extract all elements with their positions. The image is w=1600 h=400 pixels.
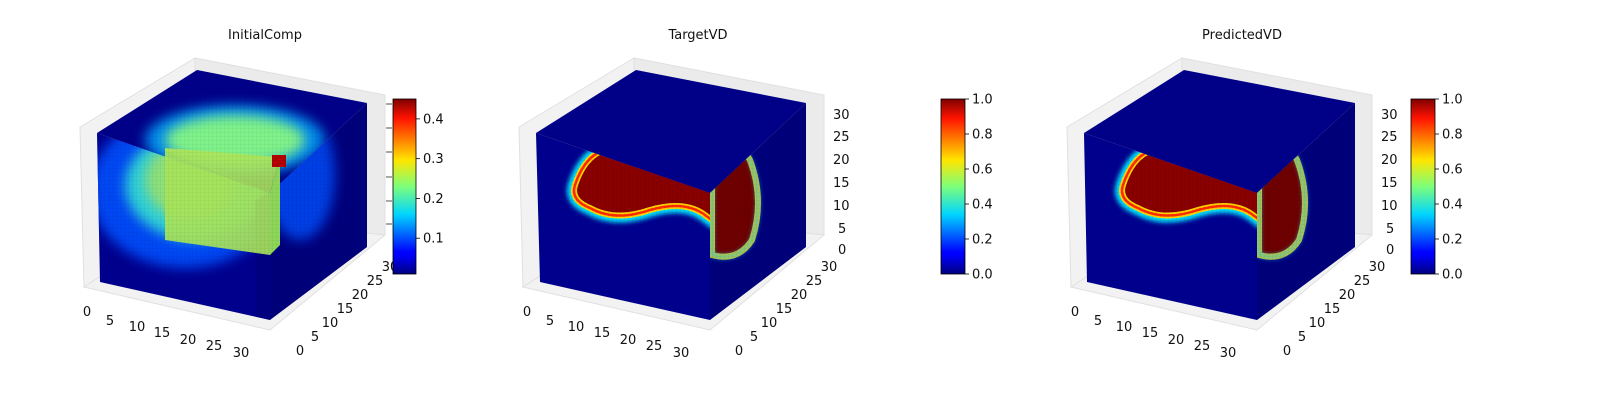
ytick-label: 15	[776, 302, 793, 317]
xtick-label: 0	[83, 305, 91, 320]
colorbar-tick-label: 0.4	[423, 112, 444, 127]
yaxis-ticks: 0 5 10 15 20 25 30	[735, 260, 837, 359]
xtick-label: 25	[646, 339, 663, 354]
ztick-label: 10	[1381, 199, 1398, 214]
colorbar-tick-label: 0.3	[423, 152, 444, 167]
colorbar-tick-label: 0.4	[1442, 198, 1463, 213]
ytick-label: 0	[296, 344, 304, 359]
colorbar-tick-label: 0.2	[972, 233, 993, 248]
ztick-label: 20	[833, 153, 850, 168]
ytick-label: 25	[806, 274, 823, 289]
colorbar: 0.0 0.2 0.4 0.6 0.8 1.0	[940, 93, 993, 283]
xtick-label: 25	[206, 339, 223, 354]
ztick-label: 10	[833, 199, 850, 214]
colorbar-tick-label: 0.2	[1442, 233, 1463, 248]
colorbar-tick-label: 0.1	[423, 232, 444, 247]
colorbar: 0.0 0.2 0.4 0.6 0.8 1.0	[1410, 93, 1463, 283]
ytick-label: 25	[367, 274, 384, 289]
ztick-label: 0	[1386, 243, 1394, 258]
xtick-label: 5	[106, 314, 114, 329]
xtick-label: 5	[546, 314, 554, 329]
ytick-label: 0	[1283, 344, 1291, 359]
yaxis-ticks: 0 5 10 15 20 25 30	[296, 260, 398, 359]
colorbar-tick-label: 0.2	[423, 192, 444, 207]
ztick-label: 5	[1386, 222, 1394, 237]
ztick-label: 15	[1381, 176, 1398, 191]
ytick-label: 30	[1369, 260, 1386, 275]
xaxis-ticks: 0 5 10 15 20 25 30	[83, 305, 249, 361]
ytick-label: 0	[735, 344, 743, 359]
voxel-cube	[97, 70, 367, 320]
colorbar-tick-label: 0.8	[1442, 128, 1463, 143]
xtick-label: 10	[1116, 320, 1133, 335]
ytick-label: 10	[761, 316, 778, 331]
chart-title: PredictedVD	[1202, 28, 1282, 43]
ytick-label: 15	[337, 302, 354, 317]
xaxis-ticks: 0 5 10 15 20 25 30	[523, 305, 689, 361]
chart-title: TargetVD	[667, 28, 727, 43]
ytick-label: 5	[1298, 330, 1306, 345]
voxel-cube	[1084, 70, 1355, 320]
colorbar-tick-label: 0.4	[972, 198, 993, 213]
colorbar-tick-label: 0.0	[1442, 268, 1463, 283]
xtick-label: 0	[1071, 305, 1079, 320]
chart-title: InitialComp	[228, 28, 302, 43]
xtick-label: 15	[594, 326, 611, 341]
ztick-label: 5	[838, 222, 846, 237]
yaxis-ticks: 0 5 10 15 20 25 30	[1283, 260, 1385, 359]
xtick-label: 5	[1094, 314, 1102, 329]
ztick-label: 0	[838, 243, 846, 258]
ztick-label: 15	[833, 176, 850, 191]
ytick-label: 20	[1339, 288, 1356, 303]
colorbar-tick-label: 0.6	[972, 163, 993, 178]
xtick-label: 20	[180, 333, 197, 348]
xtick-label: 25	[1194, 339, 1211, 354]
panel-targetvd: TargetVD 0 5 10	[518, 28, 993, 361]
zaxis-ticks: 0 5 10 15 20 25 30	[1381, 108, 1398, 258]
colorbar-gradient	[392, 98, 417, 275]
ztick-label: 25	[833, 130, 850, 145]
ytick-label: 10	[322, 316, 339, 331]
ytick-label: 20	[791, 288, 808, 303]
xaxis-ticks: 0 5 10 15 20 25 30	[1071, 305, 1236, 361]
panel-predictedvd: PredictedVD 0 5 10	[1066, 28, 1463, 361]
ytick-label: 20	[352, 288, 369, 303]
ytick-label: 5	[750, 330, 758, 345]
zaxis-tickmarks	[386, 103, 392, 225]
ytick-label: 30	[821, 260, 838, 275]
colorbar-tick-label: 1.0	[1442, 93, 1463, 108]
xtick-label: 20	[620, 333, 637, 348]
voxel-cube	[536, 70, 806, 320]
xtick-label: 30	[1220, 346, 1237, 361]
xtick-label: 0	[523, 305, 531, 320]
xtick-label: 10	[568, 320, 585, 335]
colorbar-gradient	[940, 98, 966, 275]
ztick-label: 30	[833, 108, 850, 123]
xtick-label: 10	[129, 320, 146, 335]
xtick-label: 30	[233, 346, 250, 361]
ytick-label: 25	[1354, 274, 1371, 289]
ytick-label: 5	[311, 330, 319, 345]
xtick-label: 15	[154, 326, 171, 341]
ztick-label: 20	[1381, 153, 1398, 168]
colorbar-tick-label: 1.0	[972, 93, 993, 108]
ztick-label: 25	[1381, 130, 1398, 145]
zaxis-ticks: 0 5 10 15 20 25 30	[833, 108, 850, 258]
colorbar-tick-label: 0.0	[972, 268, 993, 283]
panel-initialcomp: InitialComp	[79, 28, 444, 361]
colorbar: 0.1 0.2 0.3 0.4	[392, 98, 444, 275]
xtick-label: 15	[1142, 326, 1159, 341]
colorbar-gradient	[1410, 98, 1436, 275]
xtick-label: 30	[673, 346, 690, 361]
ztick-label: 30	[1381, 108, 1398, 123]
colorbar-tick-label: 0.8	[972, 128, 993, 143]
ytick-label: 15	[1324, 302, 1341, 317]
xtick-label: 20	[1168, 333, 1185, 348]
colorbar-tick-label: 0.6	[1442, 163, 1463, 178]
ytick-label: 10	[1309, 316, 1326, 331]
